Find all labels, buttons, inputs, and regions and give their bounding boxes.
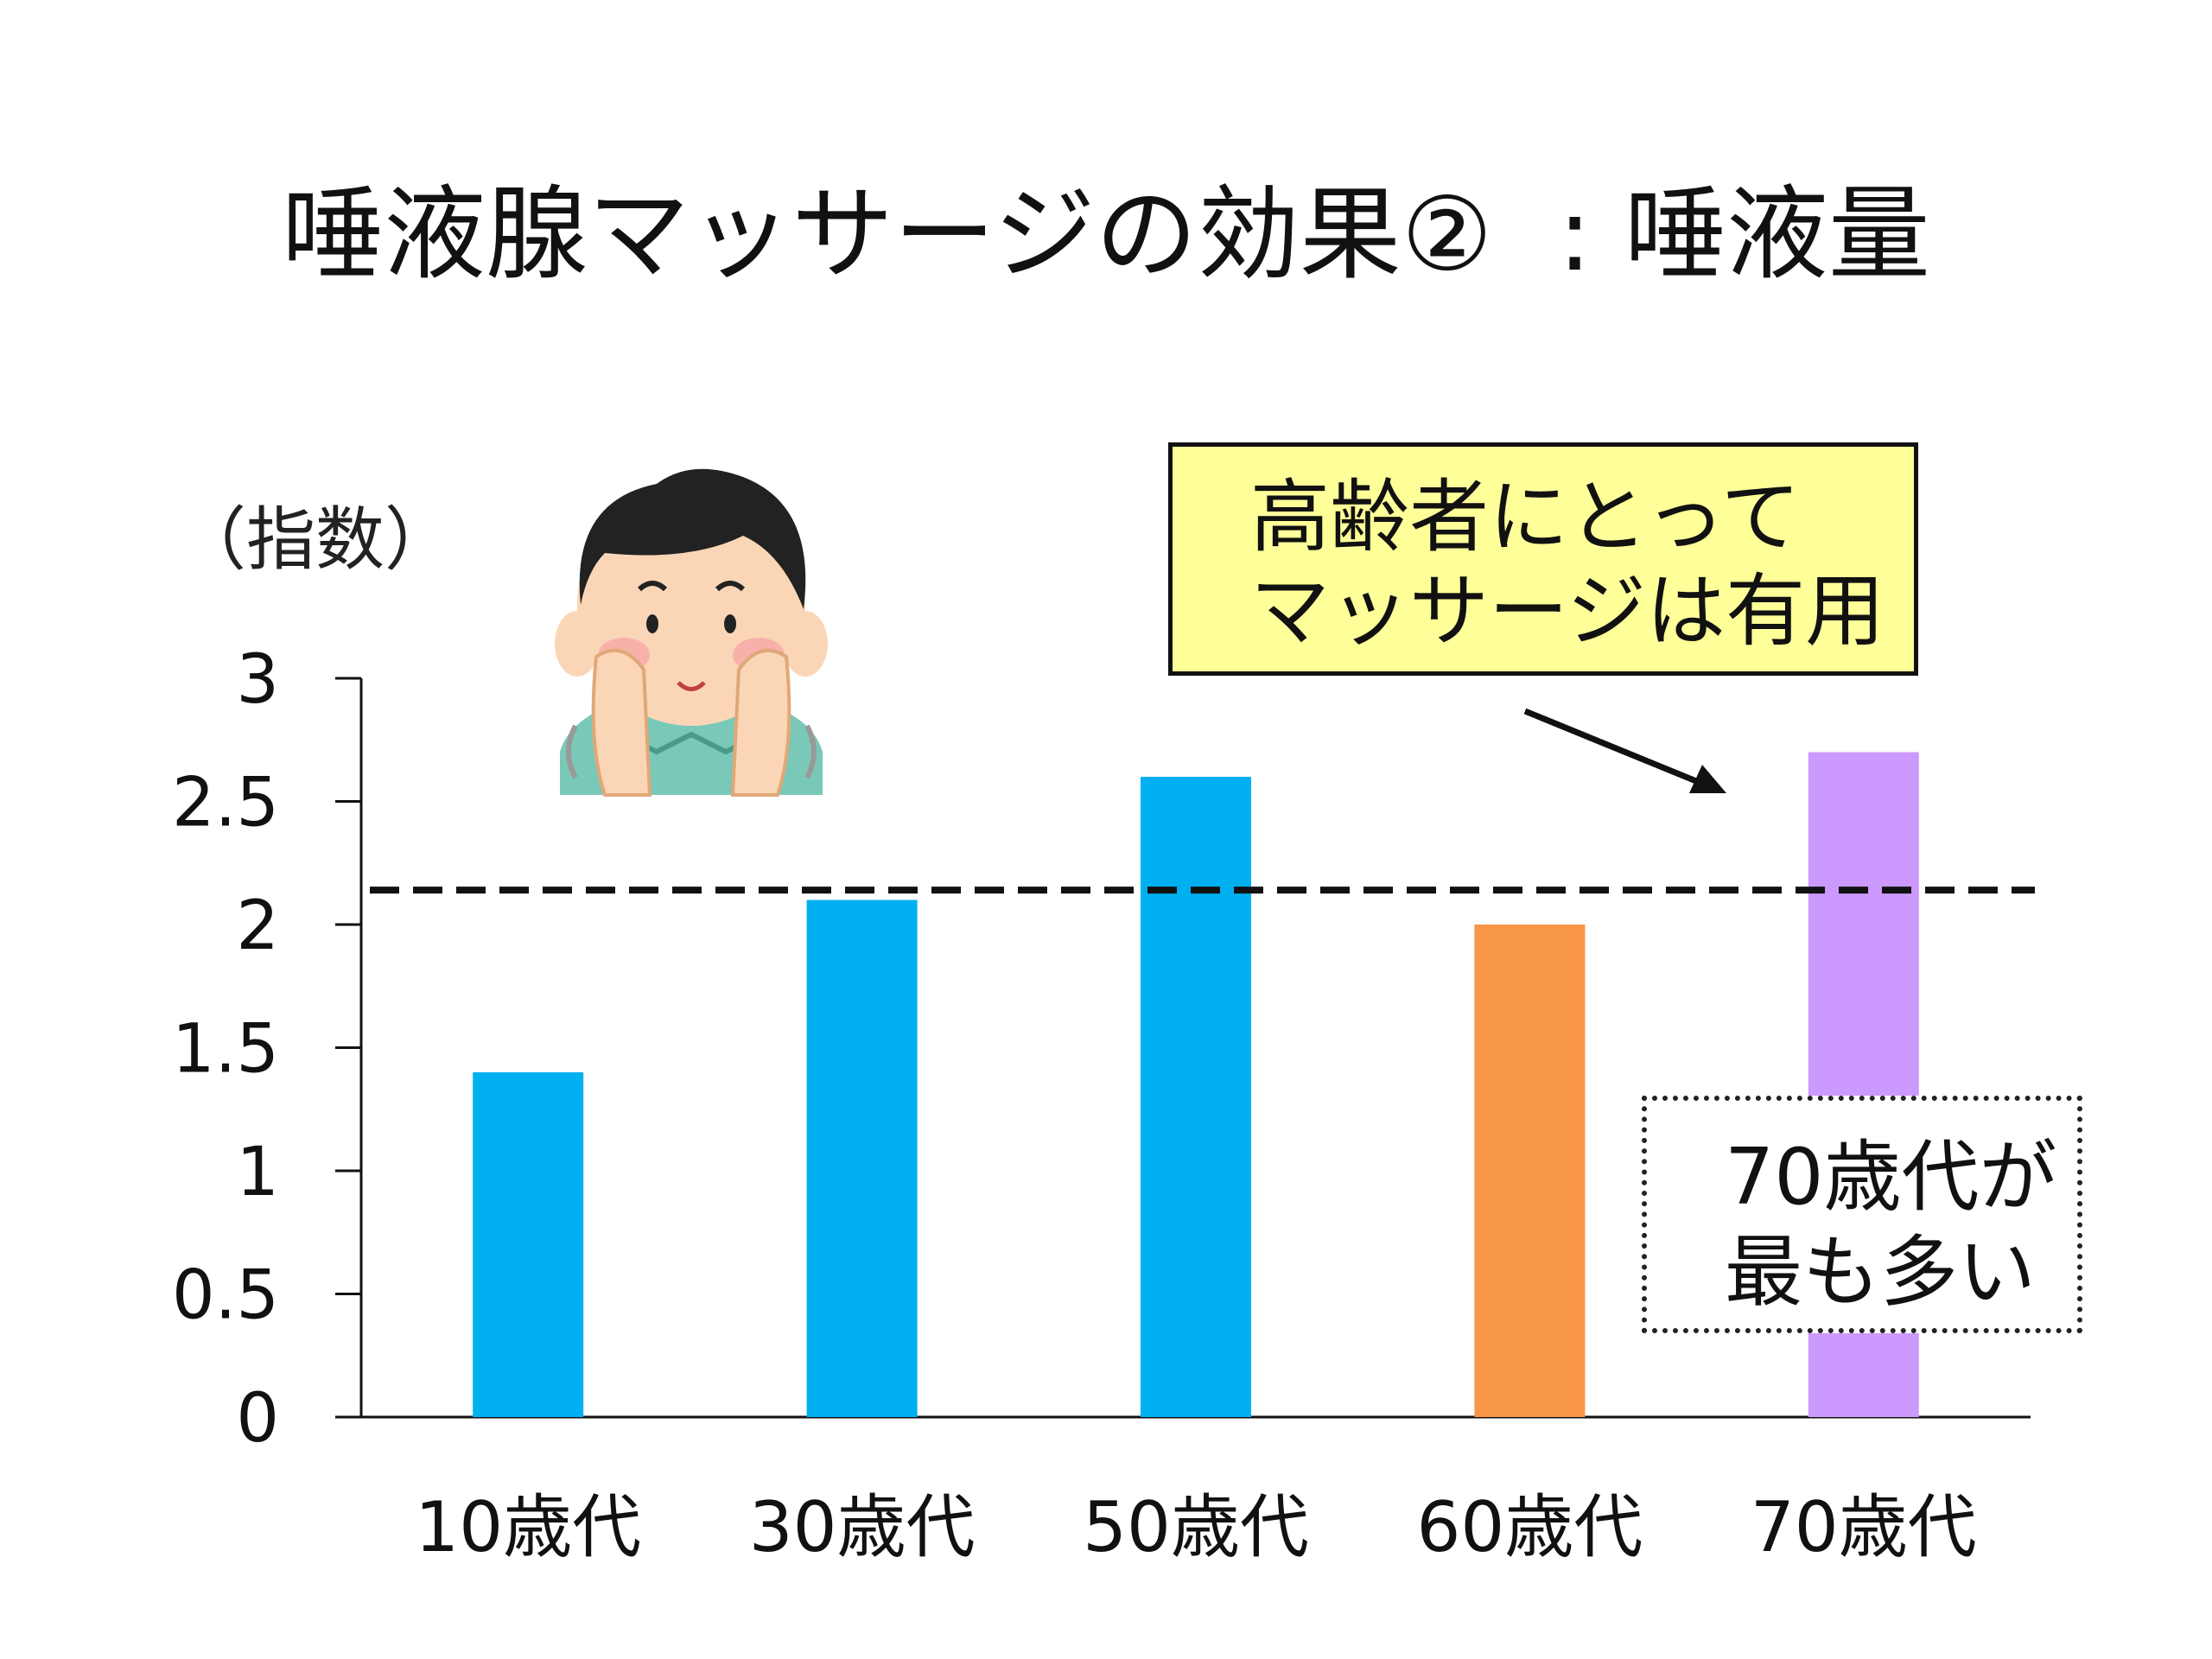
arrow-icon	[1523, 708, 1726, 793]
y-axis-unit: （指数）	[177, 499, 454, 580]
bar-2	[806, 899, 918, 1417]
x-category-label: 60歳代	[1417, 1487, 1643, 1567]
y-tick-label: 2	[236, 887, 279, 965]
x-category-label: 10歳代	[415, 1487, 641, 1567]
boy-massaging-cheeks-icon	[555, 468, 828, 797]
x-category-label: 30歳代	[749, 1487, 976, 1567]
note-line-2: 最も多い	[1725, 1226, 2036, 1318]
note-line-1: 70歳代が	[1725, 1132, 2057, 1223]
slide-title: 唾液腺マッサージの効果② : 唾液量	[282, 175, 1930, 294]
y-tick-label: 0.5	[172, 1257, 279, 1335]
bar-4	[1474, 925, 1586, 1417]
callout-line-2: マッサージは有用	[1250, 564, 1885, 658]
x-category-label: 50歳代	[1083, 1487, 1309, 1567]
bar-3	[1141, 777, 1251, 1417]
y-tick-label: 0	[236, 1380, 279, 1458]
callout-box: 高齢者にとって マッサージは有用	[1168, 442, 1918, 676]
y-tick-label: 3	[236, 641, 279, 719]
y-tick-label: 2.5	[172, 765, 279, 842]
y-tick-label: 1	[236, 1134, 279, 1211]
bar-1	[473, 1072, 584, 1417]
note-box: 70歳代が 最も多い	[1642, 1096, 2082, 1333]
y-tick-label: 1.5	[172, 1011, 279, 1089]
callout-line-1: 高齢者にとって	[1250, 471, 1801, 563]
x-category-label: 70歳代	[1751, 1487, 1977, 1567]
